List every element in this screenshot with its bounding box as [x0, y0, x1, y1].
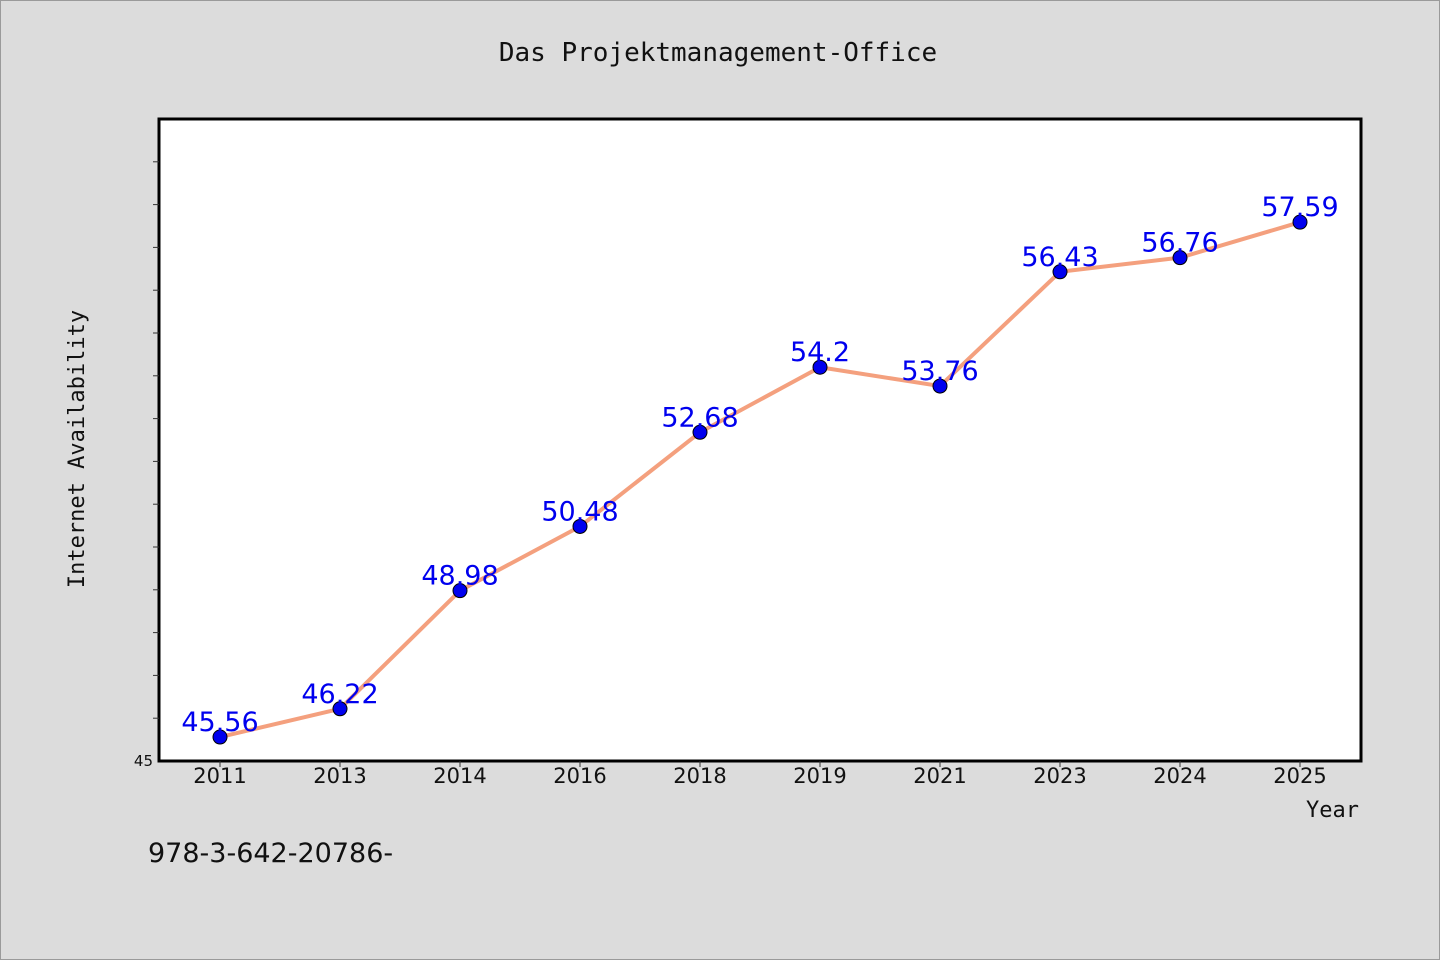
series-line-group [218, 220, 1302, 740]
data-label: 53.76 [901, 356, 978, 387]
x-tick-label: 2018 [673, 764, 726, 788]
data-point [1172, 250, 1188, 266]
series-line [218, 220, 1302, 740]
data-label: 50.48 [541, 496, 618, 527]
data-point [812, 359, 828, 375]
footer-isbn: 978-3-642-20786- [148, 838, 393, 869]
y-axis-label: Internet Availability [65, 310, 90, 588]
y-tick-label: 45 [134, 752, 153, 770]
data-label: 46.22 [301, 679, 378, 710]
data-label: 57.59 [1261, 192, 1338, 223]
data-point [1292, 214, 1308, 230]
data-label: 56.43 [1021, 242, 1098, 273]
data-point [1052, 264, 1068, 280]
x-axis-tick-labels: 2011 2013 2014 2016 2018 2019 2021 2023 2024 2025 [193, 764, 1326, 788]
data-label: 48.98 [421, 561, 498, 592]
data-label: 56.76 [1141, 228, 1218, 259]
data-point [452, 583, 468, 599]
x-axis-ticks [219, 761, 1301, 767]
x-tick-label: 2013 [313, 764, 366, 788]
series-markers [212, 214, 1308, 745]
data-label: 54.2 [790, 337, 850, 368]
x-tick-label: 2021 [913, 764, 966, 788]
data-label: 52.68 [661, 402, 738, 433]
data-point [212, 729, 228, 745]
x-tick-label: 2025 [1273, 764, 1326, 788]
data-label: 45.56 [181, 707, 258, 738]
x-tick-label: 2011 [193, 764, 246, 788]
x-tick-label: 2023 [1033, 764, 1086, 788]
y-axis-ticks [153, 161, 159, 719]
data-point [332, 701, 348, 717]
data-labels: 45.56 46.22 48.98 50.48 52.68 54.2 53.76 56.43 5… [181, 192, 1338, 738]
plot-area [157, 117, 1363, 763]
x-tick-label: 2024 [1153, 764, 1206, 788]
x-tick-label: 2016 [553, 764, 606, 788]
data-point [572, 518, 588, 534]
x-axis-label: Year [1306, 798, 1359, 823]
chart-title: Das Projektmanagement-Office [499, 38, 937, 68]
x-tick-label: 2019 [793, 764, 846, 788]
x-tick-label: 2014 [433, 764, 486, 788]
data-point [932, 378, 948, 394]
data-point [692, 424, 708, 440]
